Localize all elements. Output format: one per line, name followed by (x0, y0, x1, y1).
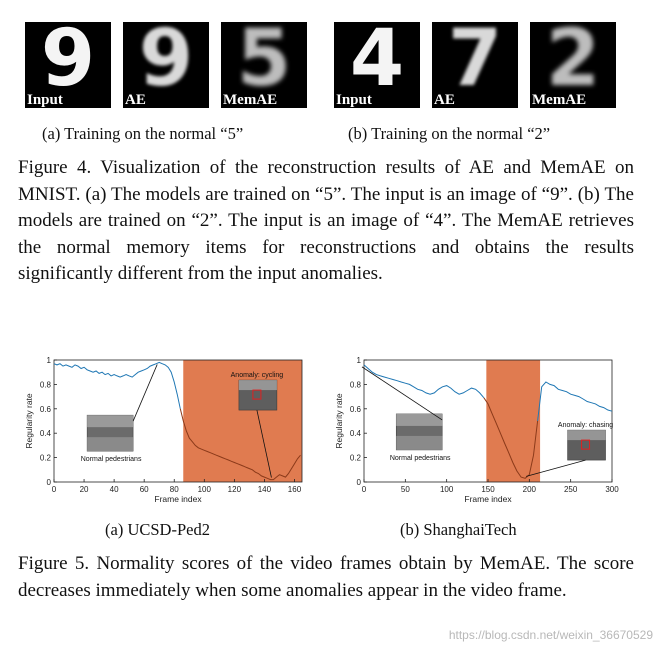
thumbnail-anomaly (567, 429, 606, 461)
x-tick-label: 250 (564, 485, 578, 494)
x-tick-label: 300 (605, 485, 619, 494)
figure4-caption: Figure 4. Visualization of the reconstru… (18, 155, 634, 288)
thumbnail-anomaly (238, 379, 278, 411)
thumbnail-background (567, 430, 606, 441)
anomaly-box (252, 389, 262, 400)
y-tick-label: 0.8 (40, 380, 52, 389)
subcaption-chart-b: (b) ShanghaiTech (400, 520, 517, 539)
y-tick-label: 0.6 (40, 405, 52, 414)
y-axis-label: Regularity rate (334, 393, 344, 449)
tile-a-input: 9 Input (25, 22, 111, 108)
y-tick-label: 0 (47, 478, 52, 487)
plot-frame (53, 359, 303, 483)
x-tick-label: 100 (198, 485, 212, 494)
thumbnail-ground (396, 435, 443, 450)
y-tick-label: 0.8 (350, 380, 362, 389)
annotation-anomaly: Anomaly: cycling (231, 372, 284, 379)
x-tick-label: 200 (523, 485, 537, 494)
thumbnail-background (238, 380, 277, 391)
annotation-normal: Normal pedestrians (81, 456, 142, 463)
thumbnail-background (396, 413, 443, 426)
x-tick-label: 120 (228, 485, 242, 494)
x-tick-label: 140 (258, 485, 272, 494)
x-tick-label: 80 (170, 485, 179, 494)
x-tick-label: 50 (401, 485, 410, 494)
y-tick-label: 0.6 (350, 405, 362, 414)
tile-label: Input (27, 92, 63, 108)
y-tick-label: 0.4 (350, 429, 362, 438)
thumbnail-background (87, 415, 134, 428)
chart-shanghaitech: 0 50 100 150 200 250 300 0 0.2 0.4 0.6 0.8 1 Frame in… (334, 356, 619, 504)
figure5-caption: Figure 5. Normality scores of the video … (18, 551, 634, 604)
annotation-normal: Normal pedestrians (390, 455, 451, 462)
x-tick-label: 150 (481, 485, 495, 494)
series-line-normal (53, 361, 181, 409)
thumbnail-normal (395, 413, 443, 451)
arrow-normal (361, 366, 443, 421)
x-tick-label: 100 (440, 485, 454, 494)
y-tick-label: 0.2 (40, 454, 52, 463)
y-tick-label: 0.4 (40, 429, 52, 438)
digit-glyph: 7 (447, 22, 503, 104)
tile-label: AE (125, 92, 146, 108)
x-tick-label: 20 (80, 485, 89, 494)
x-axis-label: Frame index (154, 494, 202, 504)
thumbnail-ground (87, 437, 134, 452)
tile-a-ae: 9 AE (123, 22, 209, 108)
x-tick-label: 0 (362, 485, 367, 494)
digit-glyph: 2 (545, 22, 601, 104)
tile-b-memae: 2 MemAE (530, 22, 616, 108)
digit-glyph: 4 (349, 22, 405, 104)
watermark: https://blog.csdn.net/weixin_36670529 (448, 628, 653, 642)
figure4-caption-text: Figure 4. Visualization of the reconstru… (18, 157, 634, 284)
digit-glyph: 9 (138, 22, 194, 104)
y-tick-label: 1 (357, 356, 362, 365)
y-tick-label: 0.2 (350, 454, 362, 463)
series-line-normal (537, 381, 613, 422)
x-tick-label: 60 (140, 485, 149, 494)
tile-label: Input (336, 92, 372, 108)
y-tick-label: 0 (357, 478, 362, 487)
x-tick-label: 0 (52, 485, 57, 494)
tile-label: MemAE (532, 92, 587, 108)
annotation-anomaly: Anomaly: chasing (558, 422, 613, 429)
x-tick-label: 160 (288, 485, 302, 494)
tile-b-input: 4 Input (334, 22, 420, 108)
tile-label: AE (434, 92, 455, 108)
tile-label: MemAE (223, 92, 278, 108)
figure5-caption-text: Figure 5. Normality scores of the video … (18, 553, 634, 601)
x-axis-label: Frame index (464, 494, 512, 504)
arrow-anomaly (256, 409, 272, 478)
digit-glyph: 9 (40, 22, 96, 104)
y-axis-label: Regularity rate (24, 393, 34, 449)
anomaly-box (581, 439, 591, 450)
thumbnail-normal (86, 414, 134, 452)
arrow-anomaly (526, 459, 586, 477)
subcaption-a: (a) Training on the normal “5” (42, 124, 244, 143)
tile-a-memae: 5 MemAE (221, 22, 307, 108)
digit-glyph: 5 (236, 22, 292, 104)
series-line-anomaly (179, 408, 301, 481)
series-line-normal (363, 364, 485, 399)
arrow-normal (132, 364, 158, 422)
subcaption-chart-a: (a) UCSD-Ped2 (105, 520, 210, 539)
x-tick-label: 40 (110, 485, 119, 494)
tile-b-ae: 7 AE (432, 22, 518, 108)
y-tick-label: 1 (47, 356, 52, 365)
subcaption-b: (b) Training on the normal “2” (348, 124, 551, 143)
chart-ucsd-ped2: 0 20 40 60 80 100 120 140 160 0 0.2 0.4 0.6 0.8 1 Frame… (24, 356, 303, 504)
